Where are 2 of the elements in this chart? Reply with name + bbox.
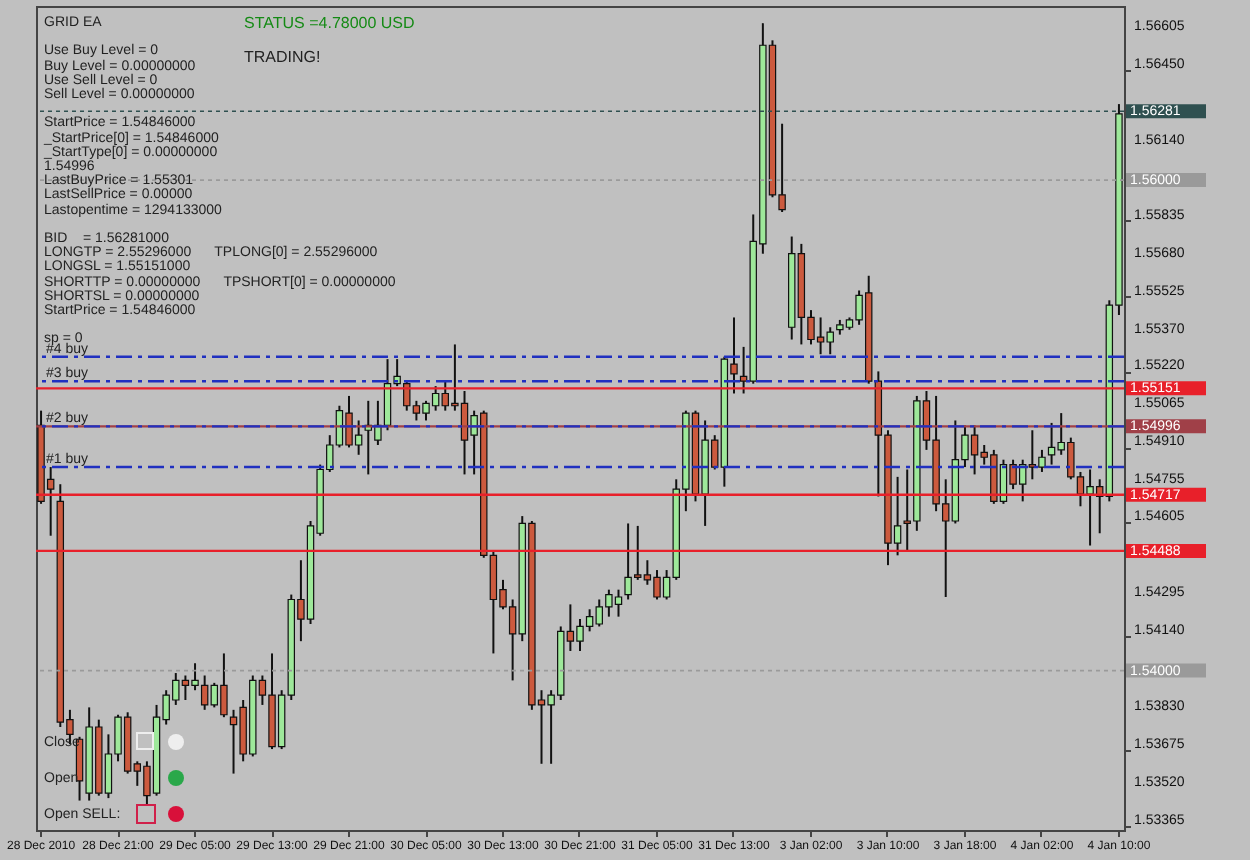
text: TRADING! bbox=[244, 48, 321, 66]
chart-title: STATUS =4.78000 USD bbox=[244, 14, 415, 32]
